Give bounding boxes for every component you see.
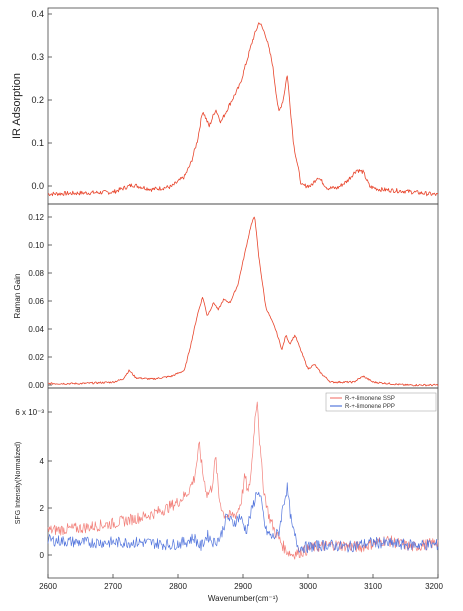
x-axis: 2600 2700 2800 2900 3000 3100 3200 Waven… — [39, 574, 443, 603]
sfg-plot-frame — [47, 387, 439, 579]
raman-panel: Raman Gain 0.12 0.10 0.08 0.06 0.04 0.02… — [13, 203, 439, 390]
sfg-y-tick-label: 4 — [40, 457, 45, 466]
sfg-y-ticks — [48, 411, 52, 556]
raman-y-axis-title: Raman Gain — [13, 274, 22, 319]
x-ticks — [47, 574, 439, 578]
legend: R-+-limonene SSP R-+-limonene PPP — [325, 392, 437, 412]
raman-y-tick-label: 0.06 — [28, 297, 44, 306]
x-tick-label: 2900 — [234, 582, 252, 591]
sfg-series-line-0 — [47, 401, 439, 560]
sfg-y-tick-labels: 6 x 10⁻³ 4 2 0 — [15, 408, 44, 560]
raman-y-tick-label: 0.08 — [28, 269, 44, 278]
sfg-series-layer — [47, 401, 439, 560]
raman-y-tick-label: 0.02 — [28, 353, 44, 362]
ir-panel: IR Adsorption 0.4 0.3 0.2 0.1 0.0 — [11, 7, 439, 205]
raman-series-line-0 — [47, 216, 439, 387]
x-axis-title: Wavenumber(cm⁻¹) — [208, 594, 278, 603]
ir-y-tick-label: 0.4 — [31, 9, 44, 19]
sfg-y-tick-label: 0 — [40, 551, 45, 560]
raman-series-layer — [47, 216, 439, 387]
x-tick-label: 3100 — [364, 582, 382, 591]
x-tick-label: 2700 — [104, 582, 122, 591]
x-tick-label: 3200 — [425, 582, 443, 591]
raman-plot-frame — [47, 203, 439, 389]
raman-y-tick-label: 0.10 — [28, 241, 44, 250]
ir-plot-frame — [47, 7, 439, 205]
sfg-series-line-1 — [47, 482, 439, 554]
ir-y-tick-label: 0.3 — [31, 52, 44, 62]
sfg-y-tick-label: 2 — [40, 504, 45, 513]
ir-series-line-0 — [47, 22, 439, 197]
sfg-y-axis-title: SFG Intensity(Normalized) — [15, 442, 22, 524]
legend-box — [325, 392, 437, 412]
ir-series-layer — [47, 22, 439, 197]
x-tick-label: 2600 — [39, 582, 57, 591]
raman-y-tick-label: 0.12 — [28, 213, 44, 222]
ir-y-ticks — [48, 13, 52, 187]
raman-y-tick-labels: 0.12 0.10 0.08 0.06 0.04 0.02 0.00 — [28, 213, 44, 390]
x-tick-labels: 2600 2700 2800 2900 3000 3100 3200 — [39, 582, 443, 591]
legend-label-ssp: R-+-limonene SSP — [345, 396, 395, 402]
raman-y-tick-label: 0.00 — [28, 381, 44, 390]
raman-y-ticks — [48, 216, 52, 386]
raman-y-tick-label: 0.04 — [28, 325, 44, 334]
ir-y-tick-label: 0.0 — [31, 181, 44, 191]
ir-y-tick-label: 0.1 — [31, 138, 44, 148]
ir-y-tick-labels: 0.4 0.3 0.2 0.1 0.0 — [31, 9, 44, 191]
x-tick-label: 3000 — [299, 582, 317, 591]
legend-label-ppp: R-+-limonene PPP — [345, 404, 395, 410]
sfg-y-tick-label: 6 x 10⁻³ — [15, 408, 44, 417]
ir-y-axis-title: IR Adsorption — [11, 73, 23, 139]
ir-y-tick-label: 0.2 — [31, 95, 44, 105]
x-tick-label: 2800 — [169, 582, 187, 591]
sfg-panel: SFG Intensity(Normalized) 6 x 10⁻³ 4 2 0… — [15, 387, 439, 579]
